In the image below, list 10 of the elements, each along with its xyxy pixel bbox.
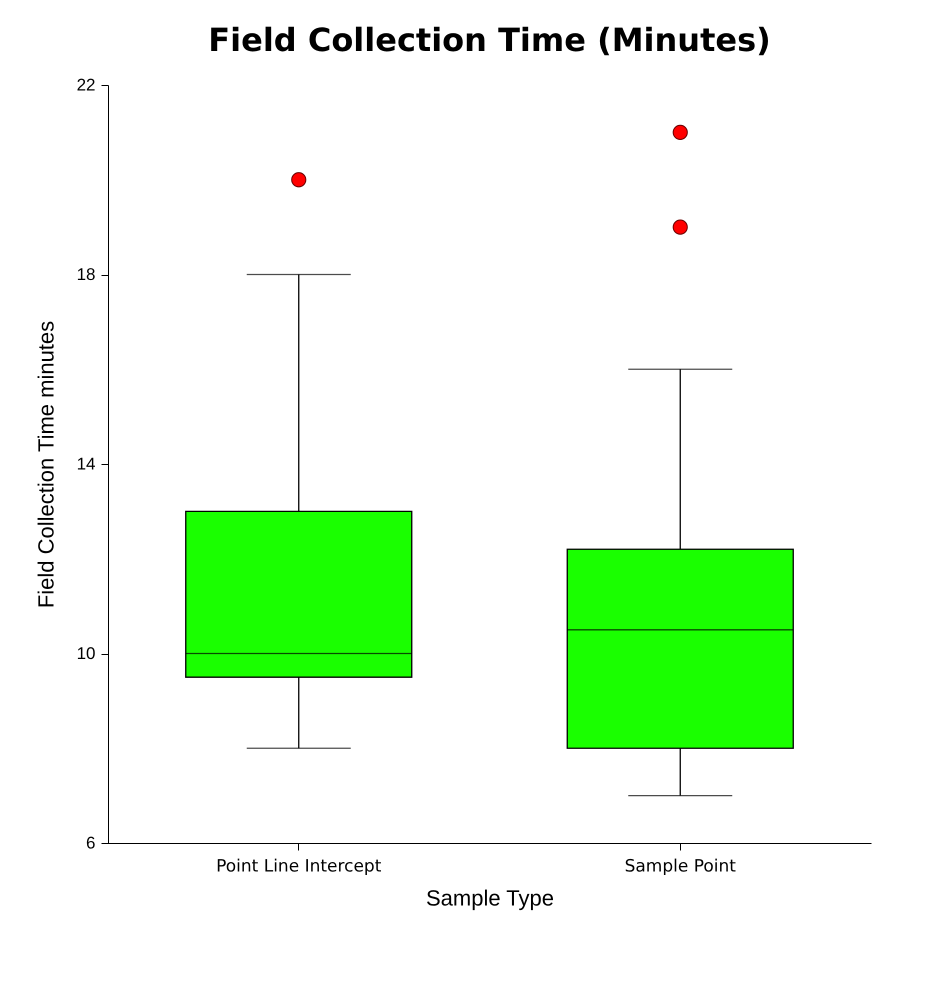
y-tick-label: 22: [76, 76, 96, 94]
x-tick-label: Sample Point: [624, 856, 736, 876]
y-axis-title: Field Collection Time minutes: [34, 320, 59, 608]
y-tick-label: 6: [86, 834, 96, 852]
x-axis-title: Sample Type: [426, 886, 554, 910]
chart-title: Field Collection Time (Minutes): [208, 21, 771, 59]
y-tick-label: 10: [76, 644, 96, 663]
y-tick-label: 14: [76, 454, 96, 474]
x-tick-label: Point Line Intercept: [216, 856, 382, 876]
y-tick-label: 18: [76, 265, 96, 284]
